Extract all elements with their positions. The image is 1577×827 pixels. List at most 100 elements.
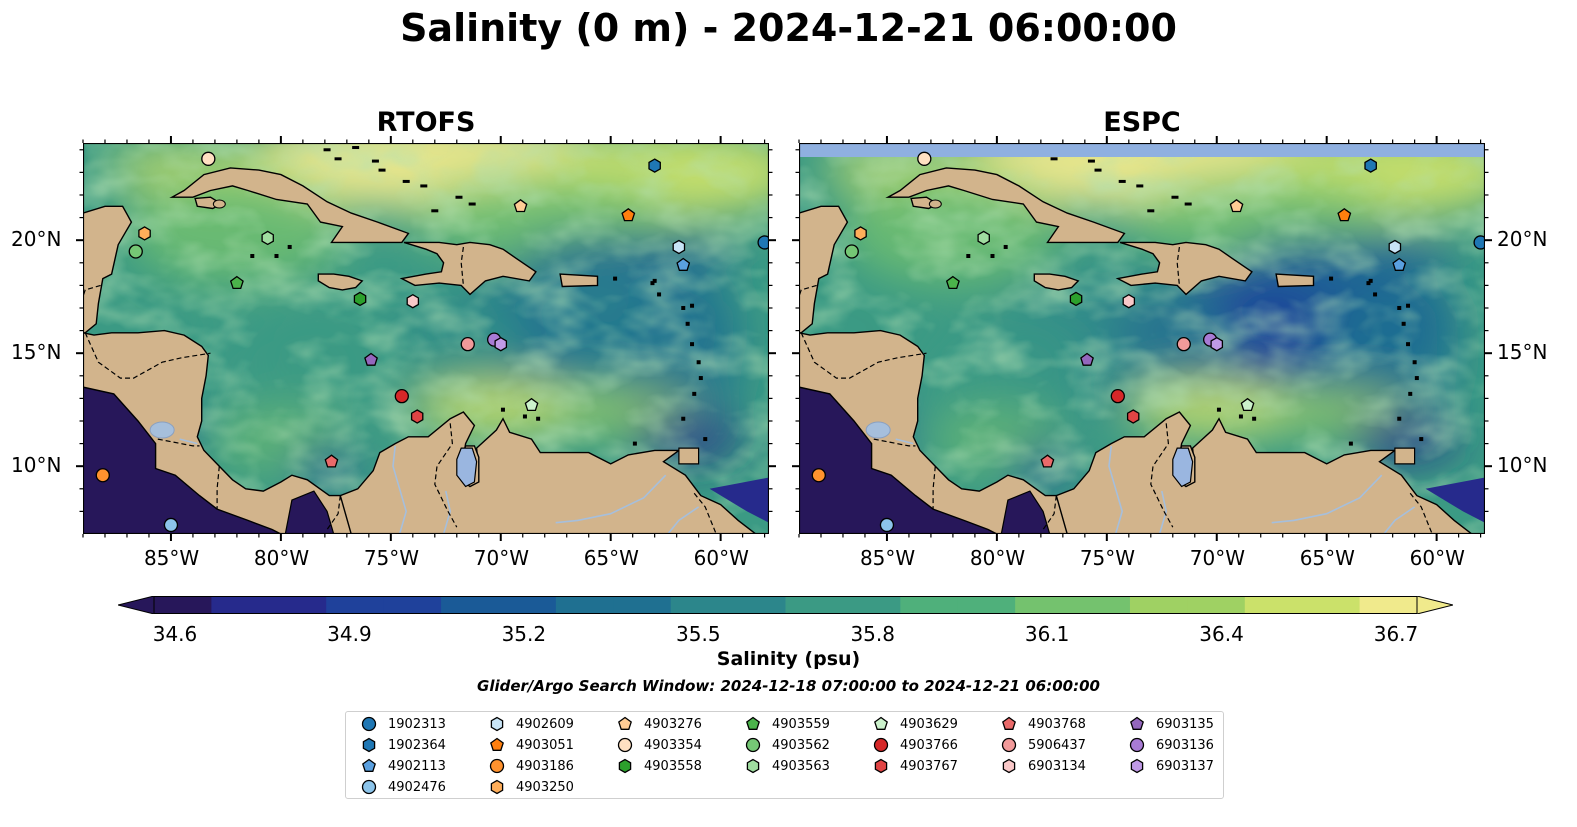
float-marker-4903051 <box>621 207 636 222</box>
colorbar-segment <box>1129 596 1188 614</box>
legend-label: 4903186 <box>516 758 574 774</box>
float-marker-4903766 <box>1110 388 1125 404</box>
legend-item: 4903766 <box>872 735 958 755</box>
land-southAmerica <box>339 411 757 534</box>
lat-tick-label: 10°N <box>11 453 62 478</box>
legend-item: 5906437 <box>1000 735 1086 755</box>
lat-tick-label: 20°N <box>1497 227 1548 252</box>
legend-marker-hexagon-icon <box>490 779 504 795</box>
legend-label: 1902364 <box>388 737 446 753</box>
float-marker-6903134 <box>406 293 420 309</box>
colorbar-segment <box>383 596 442 614</box>
legend-marker-circle-icon <box>1129 737 1145 753</box>
legend-label: 4903768 <box>1028 716 1086 732</box>
legend-marker-4903562 <box>745 737 761 753</box>
lat-tick-label: 20°N <box>11 227 62 252</box>
legend-marker-4902476 <box>361 779 377 795</box>
float-marker-4903354 <box>917 151 932 166</box>
colorbar-segment <box>957 596 1016 614</box>
legend-marker-4903629 <box>874 716 888 730</box>
colorbar-label: Salinity (psu) <box>716 648 861 670</box>
lat-tick-label: 15°N <box>1497 340 1548 365</box>
legend-label: 4903250 <box>516 779 574 795</box>
legend-label: 4903051 <box>516 737 574 753</box>
legend-item: 1902364 <box>360 735 446 755</box>
land-puertoRico <box>559 273 599 288</box>
float-marker-4903186 <box>811 468 826 483</box>
colorbar-segment <box>326 596 385 614</box>
legend-marker-1902313 <box>361 716 377 732</box>
legend-label: 4903276 <box>644 716 702 732</box>
colorbar-segment <box>1359 596 1418 614</box>
legend-marker-circle-icon <box>617 737 633 753</box>
legend-label: 4903558 <box>644 758 702 774</box>
float-marker-1902364 <box>1364 158 1377 173</box>
colorbar-tick-label: 34.9 <box>327 622 372 646</box>
legend-marker-4903768 <box>1002 716 1016 730</box>
float-marker-4902113 <box>676 257 691 271</box>
lon-tick-label: 60°W <box>693 546 749 570</box>
legend-item: 4902113 <box>360 756 446 776</box>
panel-title-espc: ESPC <box>1103 107 1181 138</box>
float-marker-4903766 <box>394 388 409 404</box>
float-marker-6903135 <box>1080 352 1094 366</box>
colorbar-segment <box>211 596 270 614</box>
legend-marker-4902609 <box>490 716 504 732</box>
lat-tick-label: 15°N <box>11 340 62 365</box>
legend-item: 1902313 <box>360 714 446 734</box>
legend-marker-4903767 <box>874 758 888 774</box>
legend-marker-pentagon-icon <box>1130 716 1144 730</box>
legend-marker-4903559 <box>746 716 760 730</box>
legend-marker-6903134 <box>1002 758 1016 774</box>
legend-label: 4902476 <box>388 779 446 795</box>
legend-label: 4903562 <box>772 737 830 753</box>
legend-label: 6903136 <box>1156 737 1214 753</box>
float-marker-4903276 <box>513 198 528 213</box>
legend-marker-pentagon-icon <box>490 737 504 751</box>
legend-marker-6903135 <box>1130 716 1144 730</box>
land-southAmerica <box>1055 411 1473 534</box>
legend-marker-hexagon-icon <box>490 716 504 732</box>
float-marker-4902609 <box>1388 239 1402 255</box>
float-marker-4903562 <box>844 244 859 259</box>
legend-marker-pentagon-icon <box>362 758 376 772</box>
float-marker-4903562 <box>128 244 143 259</box>
colorbar-segment <box>1187 596 1246 614</box>
legend-marker-4903250 <box>490 779 504 795</box>
land-hispaniola <box>399 241 537 296</box>
float-marker-4903558 <box>1069 291 1083 307</box>
float-marker-4903629 <box>524 397 539 412</box>
colorbar-segment <box>1072 596 1131 614</box>
legend-item: 4903559 <box>744 714 830 734</box>
colorbar <box>117 595 1454 615</box>
legend-item: 4902609 <box>488 714 574 734</box>
float-marker-4903186 <box>95 468 110 483</box>
colorbar-segment <box>728 596 787 614</box>
float-marker-6903135 <box>364 352 378 366</box>
legend-marker-4903558 <box>618 758 632 774</box>
legend-marker-6903137 <box>1130 758 1144 774</box>
legend-marker-4903186 <box>489 758 505 774</box>
float-marker-4902476 <box>879 517 895 533</box>
legend-marker-circle-icon <box>873 737 889 753</box>
colorbar-scale <box>117 595 1454 615</box>
lon-tick-label: 70°W <box>473 546 529 570</box>
salinity-map-rtofs <box>83 143 769 534</box>
float-legend: 1902313 1902364 4902113 4902476 4902609 49030… <box>345 711 1224 799</box>
lon-tick-label: 85°W <box>859 546 916 570</box>
legend-item: 4903276 <box>616 714 702 734</box>
legend-item: 6903137 <box>1128 756 1214 776</box>
colorbar-segment <box>1015 596 1074 614</box>
lon-tick-label: 70°W <box>1189 546 1245 570</box>
salinity-map-espc <box>799 143 1485 534</box>
lon-tick-label: 60°W <box>1409 546 1465 570</box>
pacific-ocean <box>83 386 282 534</box>
legend-label: 4903766 <box>900 737 958 753</box>
lon-tick-label: 75°W <box>363 546 420 570</box>
legend-item: 4903767 <box>872 756 958 776</box>
legend-label: 4903629 <box>900 716 958 732</box>
float-marker-4902113 <box>1392 257 1407 271</box>
colorbar-segment <box>498 596 557 614</box>
land-jamaica <box>317 273 364 291</box>
legend-label: 5906437 <box>1028 737 1086 753</box>
